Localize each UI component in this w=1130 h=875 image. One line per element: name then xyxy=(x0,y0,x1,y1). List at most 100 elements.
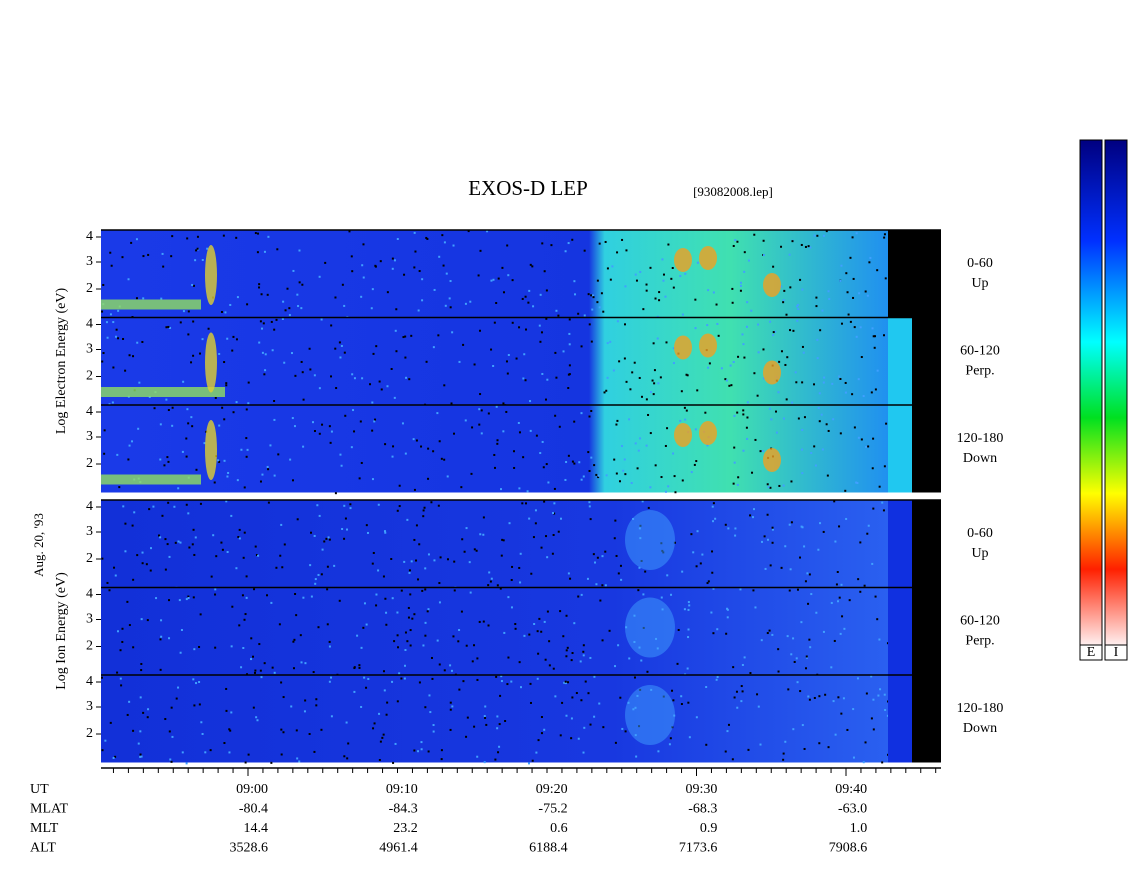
noise xyxy=(360,646,363,649)
noise xyxy=(494,758,497,761)
noise xyxy=(438,440,441,443)
noise xyxy=(256,251,259,254)
noise xyxy=(580,478,583,481)
noise xyxy=(199,502,202,505)
noise xyxy=(782,484,785,487)
noise xyxy=(511,279,514,282)
noise xyxy=(667,485,670,488)
noise xyxy=(714,517,717,520)
noise xyxy=(645,398,648,401)
noise xyxy=(318,275,321,278)
noise xyxy=(841,615,844,618)
noise xyxy=(132,355,135,358)
noise xyxy=(291,479,294,482)
noise xyxy=(217,459,220,462)
noise xyxy=(587,451,590,454)
noise xyxy=(296,293,299,296)
noise xyxy=(685,373,688,376)
noise xyxy=(834,733,837,736)
noise xyxy=(623,357,626,360)
noise xyxy=(379,260,382,263)
noise xyxy=(168,637,171,640)
noise xyxy=(168,555,171,558)
noise xyxy=(221,406,224,409)
noise xyxy=(645,444,648,447)
noise xyxy=(665,341,668,344)
noise xyxy=(286,287,289,290)
noise xyxy=(386,701,389,704)
axis-label: Log Electron Energy (eV) xyxy=(54,288,69,435)
noise xyxy=(774,330,777,333)
noise xyxy=(344,517,347,520)
noise xyxy=(198,645,201,648)
noise xyxy=(526,490,529,493)
orbit-value: 4961.4 xyxy=(379,841,418,856)
noise xyxy=(353,690,356,693)
noise xyxy=(427,477,430,480)
noise xyxy=(625,380,628,383)
noise xyxy=(733,446,736,449)
noise xyxy=(579,660,582,663)
noise xyxy=(559,734,562,737)
noise xyxy=(179,651,182,654)
noise xyxy=(191,283,194,286)
noise xyxy=(470,472,473,475)
noise xyxy=(192,284,195,287)
noise xyxy=(604,240,607,243)
noise xyxy=(128,354,131,357)
noise xyxy=(262,322,265,325)
noise xyxy=(161,252,164,255)
y-tick-label: 3 xyxy=(86,699,93,714)
noise xyxy=(413,749,416,752)
noise xyxy=(479,393,482,396)
noise xyxy=(380,388,383,391)
noise xyxy=(574,293,577,296)
noise xyxy=(706,582,709,585)
noise xyxy=(743,356,746,359)
noise xyxy=(502,430,505,433)
noise xyxy=(733,696,736,699)
noise xyxy=(453,560,456,563)
noise xyxy=(449,708,452,711)
noise xyxy=(193,704,196,707)
noise xyxy=(360,461,363,464)
noise xyxy=(633,676,636,679)
noise xyxy=(361,264,364,267)
noise xyxy=(521,297,524,300)
noise xyxy=(406,640,409,643)
noise xyxy=(652,393,655,396)
noise xyxy=(345,721,348,724)
noise xyxy=(191,425,194,428)
noise xyxy=(235,567,238,570)
noise xyxy=(520,686,523,689)
noise xyxy=(818,392,821,395)
noise xyxy=(164,568,167,571)
noise xyxy=(165,398,168,401)
low-energy-band xyxy=(101,474,201,485)
noise xyxy=(819,522,822,525)
noise xyxy=(413,488,416,491)
angle-label: 120-180 xyxy=(957,431,1004,446)
noise xyxy=(506,244,509,247)
noise xyxy=(185,503,188,506)
noise xyxy=(645,283,648,286)
noise xyxy=(299,634,302,637)
noise xyxy=(660,596,663,599)
noise xyxy=(656,337,659,340)
noise xyxy=(260,293,263,296)
noise xyxy=(813,383,816,386)
noise xyxy=(375,604,378,607)
noise xyxy=(807,695,810,698)
noise xyxy=(577,737,580,740)
noise xyxy=(553,487,556,490)
noise xyxy=(495,302,498,305)
noise xyxy=(294,592,297,595)
noise xyxy=(190,416,193,419)
noise xyxy=(273,418,276,421)
noise xyxy=(187,310,190,313)
noise xyxy=(361,377,364,380)
hotspot xyxy=(763,273,781,297)
noise xyxy=(679,275,682,278)
noise xyxy=(629,388,632,391)
